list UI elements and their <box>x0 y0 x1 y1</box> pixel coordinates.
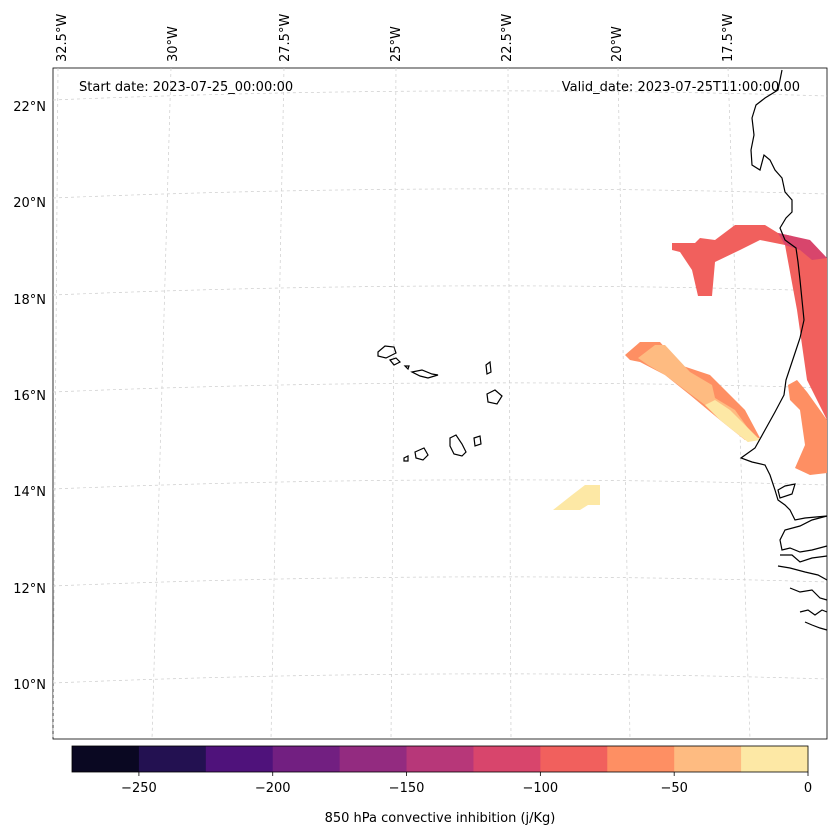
guinea-bissau-coast <box>777 515 828 631</box>
cin-area-south-patch <box>553 485 600 510</box>
lat-label: 12°N <box>13 582 46 597</box>
colorbar-swatch <box>607 746 675 772</box>
lon-label: 22.5°W <box>500 14 515 62</box>
lon-label: 32.5°W <box>55 14 70 62</box>
colorbar-tick-label: 0 <box>804 781 812 796</box>
colorbar <box>71 745 809 773</box>
cin-area-senegal-coast <box>788 380 827 475</box>
cin-area-mauritania-dark <box>778 233 827 260</box>
lat-label: 20°N <box>13 196 46 211</box>
colorbar-swatch <box>205 746 274 772</box>
cin-area-mauritania-coast <box>672 225 827 420</box>
colorbar-tick-label: −200 <box>255 781 291 796</box>
valid-date-label: Valid_date: 2023-07-25T11:00:00.00 <box>562 80 800 95</box>
african-coastline <box>739 69 828 521</box>
colorbar-ticks: −250 −200 −150 −100 −50 0 <box>121 772 812 796</box>
island-santiago <box>449 434 467 457</box>
colorbar-swatch <box>406 746 474 772</box>
coastline <box>377 69 828 631</box>
lat-label: 16°N <box>13 389 46 404</box>
island-sal <box>485 360 492 375</box>
colorbar-swatch <box>339 746 408 772</box>
cin-areas <box>553 225 827 510</box>
lat-label: 14°N <box>13 485 46 500</box>
lat-label: 10°N <box>13 678 46 693</box>
colorbar-tick-label: −150 <box>389 781 425 796</box>
colorbar-swatch <box>72 746 140 772</box>
island-sao-nicolau <box>410 369 439 379</box>
island-boa-vista <box>486 389 503 405</box>
colorbar-swatch <box>473 746 541 772</box>
island-santo-antao <box>377 345 397 359</box>
colorbar-swatch <box>741 746 809 772</box>
cin-area-offshore-light <box>705 400 760 442</box>
lon-label: 17.5°W <box>721 14 736 62</box>
island-maio <box>473 435 482 447</box>
gambia-coast <box>777 483 796 499</box>
graticule <box>52 67 828 740</box>
lat-label: 18°N <box>13 293 46 308</box>
start-date-label: Start date: 2023-07-25_00:00:00 <box>79 80 293 95</box>
colorbar-tick-label: −250 <box>121 781 157 796</box>
colorbar-frame <box>71 745 809 773</box>
colorbar-swatch <box>138 746 207 772</box>
colorbar-swatch <box>540 746 608 772</box>
lon-label: 30°W <box>166 26 181 62</box>
colorbar-swatch <box>272 746 341 772</box>
lon-label: 27.5°W <box>278 14 293 62</box>
lat-label: 22°N <box>13 100 46 115</box>
latitude-labels: 22°N 20°N 18°N 16°N 14°N 12°N 10°N <box>13 100 46 693</box>
colorbar-tick-label: −100 <box>523 781 559 796</box>
island-fogo <box>414 447 429 461</box>
island-brava <box>403 455 409 462</box>
colorbar-swatch <box>674 746 742 772</box>
island-sao-vicente <box>388 357 402 366</box>
colorbar-tick-label: −50 <box>660 781 687 796</box>
longitude-labels: 32.5°W 30°W 27.5°W 25°W 22.5°W 20°W 17.5… <box>55 14 736 62</box>
colorbar-label: 850 hPa convective inhibition (j/Kg) <box>325 811 556 826</box>
lon-label: 20°W <box>610 26 625 62</box>
map-frame <box>52 67 828 740</box>
island-santa-luzia <box>403 365 410 371</box>
lon-label: 25°W <box>389 26 404 62</box>
